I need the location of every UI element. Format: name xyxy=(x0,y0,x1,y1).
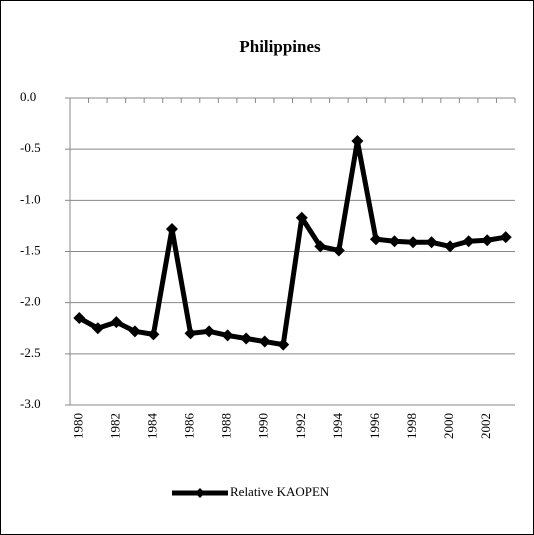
x-tick-label: 2002 xyxy=(478,413,493,439)
data-point xyxy=(203,325,216,338)
legend-label: Relative KAOPEN xyxy=(230,484,330,499)
data-point xyxy=(128,325,141,338)
x-tick-label: 1990 xyxy=(256,413,271,439)
y-tick-label: -2.0 xyxy=(20,294,41,309)
x-tick-label: 1996 xyxy=(367,413,382,440)
data-point xyxy=(277,338,290,351)
data-point xyxy=(388,235,401,248)
legend-marker xyxy=(195,488,205,498)
data-point xyxy=(184,327,197,340)
y-tick-label: -1.5 xyxy=(20,242,41,257)
y-tick-label: -1.0 xyxy=(20,191,41,206)
data-point xyxy=(425,236,438,249)
y-tick-label: 0.0 xyxy=(20,89,36,104)
data-point xyxy=(314,240,327,253)
x-tick-label: 1992 xyxy=(293,413,308,439)
data-point xyxy=(165,222,178,235)
data-point xyxy=(499,231,512,244)
y-tick-label: -3.0 xyxy=(20,396,41,411)
data-point xyxy=(240,332,253,345)
data-point xyxy=(369,233,382,246)
data-point xyxy=(110,316,123,329)
data-point xyxy=(351,134,364,147)
data-point xyxy=(91,322,104,335)
data-point xyxy=(295,211,308,224)
data-point xyxy=(407,236,420,249)
data-point xyxy=(221,329,234,342)
x-tick-label: 1984 xyxy=(144,413,159,440)
x-tick-label: 1998 xyxy=(404,413,419,439)
y-tick-label: -0.5 xyxy=(20,140,41,155)
data-point xyxy=(73,312,86,325)
x-tick-label: 1994 xyxy=(330,413,345,440)
x-tick-label: 1980 xyxy=(70,413,85,439)
data-point xyxy=(462,235,475,248)
data-point xyxy=(258,335,271,348)
chart-title: Philippines xyxy=(239,37,321,56)
data-point xyxy=(147,328,160,341)
x-tick-label: 1988 xyxy=(219,413,234,439)
data-point xyxy=(481,234,494,247)
x-tick-label: 2000 xyxy=(441,413,456,439)
data-point xyxy=(332,244,345,257)
x-tick-label: 1986 xyxy=(182,413,197,440)
data-point xyxy=(444,240,457,253)
y-tick-label: -2.5 xyxy=(20,345,41,360)
x-tick-label: 1982 xyxy=(107,413,122,439)
